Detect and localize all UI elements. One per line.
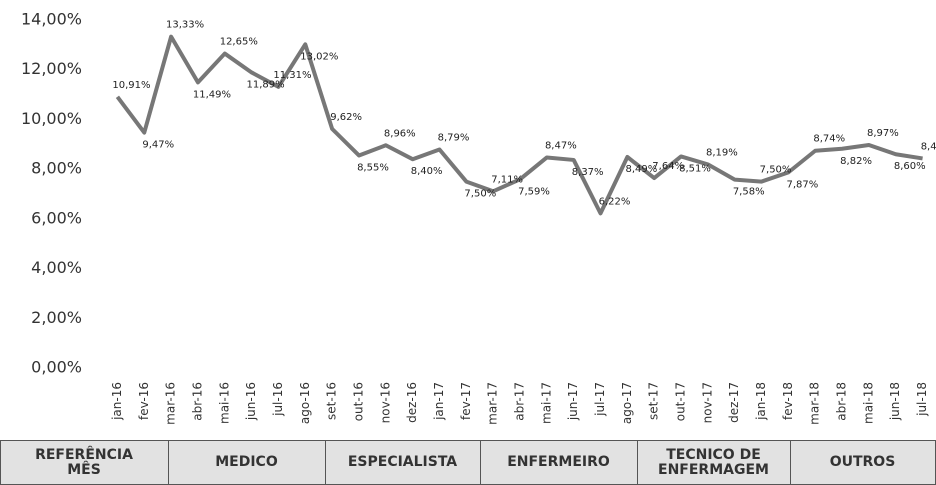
y-tick-label: 6,00% bbox=[31, 208, 82, 227]
data-label: 8,55% bbox=[357, 162, 389, 173]
y-tick-label: 8,00% bbox=[31, 159, 82, 178]
x-tick-label: abr-17 bbox=[513, 382, 527, 421]
data-label: 11,31% bbox=[273, 70, 311, 81]
x-tick-label: jul-17 bbox=[593, 382, 607, 417]
x-tick-label: fev-18 bbox=[781, 382, 795, 420]
data-label: 7,64% bbox=[652, 161, 684, 172]
x-tick-label: out-16 bbox=[351, 382, 365, 421]
x-tick-label: abr-18 bbox=[835, 382, 849, 421]
y-tick-label: 12,00% bbox=[21, 59, 82, 78]
x-tick-label: mar-17 bbox=[486, 382, 500, 425]
data-label: 8,43% bbox=[921, 141, 936, 152]
data-label: 9,62% bbox=[330, 112, 362, 123]
data-label: 7,87% bbox=[786, 179, 818, 190]
data-label: 8,47% bbox=[545, 140, 577, 151]
x-tick-label: mai-17 bbox=[539, 382, 553, 424]
data-label: 7,59% bbox=[518, 186, 550, 197]
table-header-text: ESPECIALISTA bbox=[348, 454, 457, 470]
x-tick-label: mar-18 bbox=[808, 382, 822, 425]
table-header-text: REFERÊNCIA MÊS bbox=[35, 446, 133, 478]
data-label: 8,82% bbox=[840, 156, 872, 167]
data-label: 6,22% bbox=[599, 196, 631, 207]
x-tick-label: mar-16 bbox=[164, 382, 178, 425]
y-tick-label: 4,00% bbox=[31, 258, 82, 277]
x-tick-label: dez-16 bbox=[405, 382, 419, 423]
x-tick-label: set-16 bbox=[325, 382, 339, 420]
x-tick-label: mai-16 bbox=[217, 382, 231, 424]
line bbox=[115, 34, 923, 216]
data-label: 8,97% bbox=[867, 128, 899, 139]
x-tick-label: jan-16 bbox=[110, 382, 124, 421]
x-tick-label: abr-16 bbox=[190, 382, 204, 421]
x-tick-label: ago-17 bbox=[620, 382, 634, 424]
x-tick-label: jun-16 bbox=[244, 382, 258, 421]
data-label: 8,51% bbox=[679, 163, 711, 174]
table-header-text: OUTROS bbox=[830, 454, 896, 470]
data-label: 13,33% bbox=[166, 20, 204, 31]
x-tick-label: nov-16 bbox=[378, 382, 392, 423]
data-label: 8,19% bbox=[706, 147, 738, 158]
x-tick-label: jun-18 bbox=[888, 382, 902, 421]
x-tick-label: jun-17 bbox=[566, 382, 580, 421]
data-label: 13,02% bbox=[300, 51, 338, 62]
x-tick-label: out-17 bbox=[674, 382, 688, 421]
data-label: 7,50% bbox=[760, 165, 792, 176]
y-tick-label: 14,00% bbox=[21, 10, 82, 29]
x-tick-label: jan-17 bbox=[432, 382, 446, 421]
data-label: 7,50% bbox=[464, 189, 496, 200]
data-label: 8,60% bbox=[894, 161, 926, 172]
table-header: REFERÊNCIA MÊS MEDICO ESPECIALISTA ENFERMEIR… bbox=[0, 440, 936, 485]
data-label: 9,47% bbox=[142, 140, 174, 151]
x-tick-label: jul-16 bbox=[271, 382, 285, 417]
data-label: 7,58% bbox=[733, 187, 765, 198]
data-label: 8,79% bbox=[438, 133, 470, 144]
x-tick-label: jul-18 bbox=[915, 382, 929, 417]
x-tick-label: dez-17 bbox=[727, 382, 741, 423]
data-label: 12,65% bbox=[220, 37, 258, 48]
data-label: 8,74% bbox=[813, 134, 845, 145]
x-tick-label: fev-16 bbox=[137, 382, 151, 420]
table-header-text: TECNICO DE ENFERMAGEM bbox=[658, 447, 769, 478]
table-header-text: MEDICO bbox=[215, 454, 278, 470]
y-tick-label: 0,00% bbox=[31, 358, 82, 377]
y-tick-label: 10,00% bbox=[21, 109, 82, 128]
data-label: 8,96% bbox=[384, 128, 416, 139]
x-tick-label: mai-18 bbox=[861, 382, 875, 424]
data-label: 11,49% bbox=[193, 89, 231, 100]
table-cell bbox=[325, 440, 481, 485]
table-cell bbox=[480, 440, 638, 485]
data-label: 8,49% bbox=[625, 164, 657, 175]
x-tick-label: ago-16 bbox=[298, 382, 312, 424]
data-label: 7,11% bbox=[491, 174, 523, 185]
table-header-text: ENFERMEIRO bbox=[507, 454, 610, 470]
x-tick-label: nov-17 bbox=[700, 382, 714, 423]
x-tick-label: set-17 bbox=[647, 382, 661, 420]
data-label: 8,37% bbox=[572, 167, 604, 178]
table-cell bbox=[637, 440, 791, 485]
data-label: 11,89% bbox=[247, 79, 285, 90]
table-cell bbox=[790, 440, 936, 485]
x-tick-label: fev-17 bbox=[459, 382, 473, 420]
x-tick-label: jan-18 bbox=[754, 382, 768, 421]
y-tick-label: 2,00% bbox=[31, 308, 82, 327]
data-label: 8,40% bbox=[411, 166, 443, 177]
data-label: 10,91% bbox=[112, 80, 150, 91]
